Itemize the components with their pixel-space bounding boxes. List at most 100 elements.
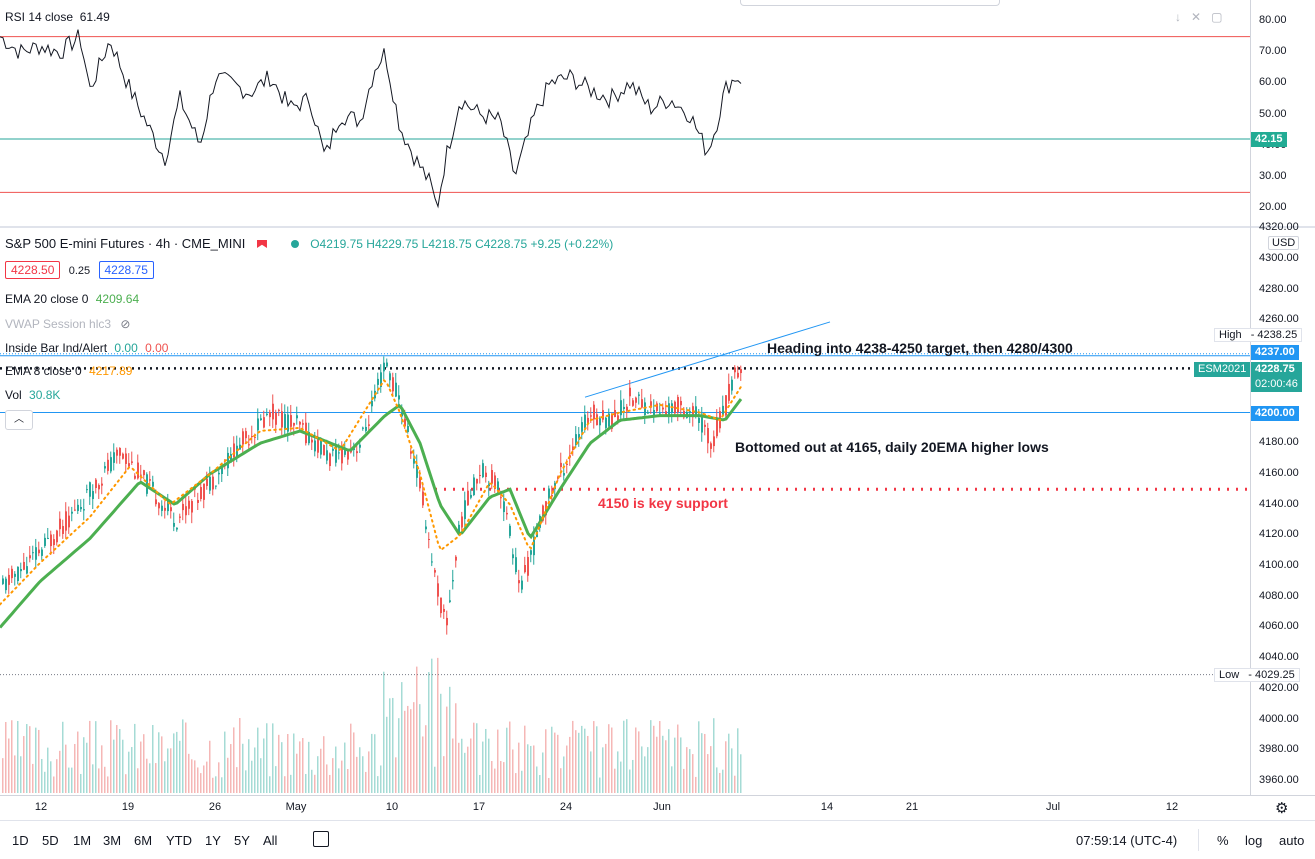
candle-body	[731, 379, 733, 391]
target-annotation[interactable]: Heading into 4238-4250 target, then 4280…	[767, 340, 1073, 356]
volume-bar	[416, 666, 418, 793]
support-annotation[interactable]: 4150 is key support	[598, 495, 728, 511]
range-button-all[interactable]: All	[263, 833, 278, 848]
date-range-calendar-icon[interactable]	[313, 831, 329, 847]
percent-toggle[interactable]: %	[1217, 833, 1229, 848]
volume-bar	[554, 732, 556, 793]
candle-body	[119, 448, 121, 456]
ema8-legend[interactable]: EMA 8 close 0 4217.89	[5, 364, 132, 378]
volume-bar	[74, 743, 76, 793]
volume-bar	[23, 736, 25, 793]
candle-body	[314, 440, 316, 452]
range-button-5d[interactable]: 5D	[42, 833, 59, 848]
volume-bar	[308, 741, 310, 793]
candle-body	[152, 481, 154, 487]
currency-label[interactable]: USD	[1268, 236, 1300, 250]
volume-bar	[341, 760, 343, 793]
rsi-pane[interactable]: RSI 14 close 61.49 ↓ ✕ ▢	[0, 0, 1250, 225]
ema20-legend[interactable]: EMA 20 close 0 4209.64	[5, 292, 139, 306]
price-axis-label: 4180.00	[1259, 436, 1299, 449]
candle-body	[272, 403, 274, 420]
range-button-3m[interactable]: 3M	[103, 833, 122, 848]
candle-body	[521, 580, 523, 590]
range-button-6m[interactable]: 6M	[134, 833, 153, 848]
volume-bar	[704, 733, 706, 793]
candle-body	[5, 578, 7, 591]
price-axis-label: 3960.00	[1259, 774, 1299, 786]
range-button-ytd[interactable]: YTD	[166, 833, 192, 848]
volume-bar	[446, 706, 448, 793]
insidebar-legend[interactable]: Inside Bar Ind/Alert 0.00 0.00	[5, 341, 168, 355]
candle-body	[248, 444, 250, 446]
pane-controls[interactable]: ↓ ✕ ▢	[1175, 10, 1222, 24]
volume-bar	[305, 773, 307, 793]
candle-body	[380, 372, 382, 387]
range-button-1m[interactable]: 1M	[73, 833, 92, 848]
rsi-current-tag: 42.15	[1251, 132, 1287, 147]
candle-body	[722, 405, 724, 415]
candle-body	[179, 516, 181, 518]
vwap-legend[interactable]: VWAP Session hlc3 ⊘	[5, 317, 130, 331]
price-axis-label: 4160.00	[1259, 466, 1299, 479]
rsi-legend[interactable]: RSI 14 close 61.49	[5, 10, 110, 24]
volume-bar	[41, 758, 43, 793]
hidden-eye-icon[interactable]: ⊘	[120, 317, 131, 331]
volume-bar	[56, 759, 58, 793]
maximize-icon[interactable]: ▢	[1211, 10, 1223, 24]
candle-body	[299, 421, 301, 425]
volume-bar	[152, 725, 154, 793]
range-button-1y[interactable]: 1Y	[205, 833, 221, 848]
volume-bar	[320, 748, 322, 793]
volume-bar	[440, 693, 442, 793]
candle-body	[530, 550, 532, 555]
volume-bar	[347, 768, 349, 793]
vol-legend[interactable]: Vol 30.8K	[5, 388, 60, 402]
volume-bar	[518, 742, 520, 793]
main-pane[interactable]: S&P 500 E-mini Futures · 4h · CME_MINI O…	[0, 228, 1250, 794]
volume-bar	[8, 738, 10, 793]
ohlc-close: C4228.75	[475, 237, 528, 251]
time-axis[interactable]: 12 19 26 May 10 17 24 Jun 14 21 Jul 12 ⚙	[0, 795, 1315, 820]
candle-body	[455, 556, 457, 561]
collapse-legend-button[interactable]: ︿	[5, 410, 33, 430]
sell-button[interactable]: 4228.50	[5, 261, 61, 279]
flag-icon[interactable]	[256, 240, 267, 248]
candle-body	[737, 372, 739, 378]
candle-body	[356, 451, 358, 454]
auto-toggle[interactable]: auto	[1279, 833, 1305, 848]
candle-body	[47, 537, 49, 539]
clock[interactable]: 07:59:14 (UTC-4)	[1076, 833, 1178, 848]
settings-gear-icon[interactable]: ⚙	[1275, 800, 1289, 817]
volume-bar	[62, 721, 64, 793]
volume-bar	[395, 757, 397, 793]
main-legend[interactable]: S&P 500 E-mini Futures · 4h · CME_MINI O…	[5, 236, 613, 251]
candle-body	[8, 574, 10, 585]
level-4200-tag: 4200.00	[1251, 406, 1299, 421]
candle-body	[191, 501, 193, 513]
range-button-1d[interactable]: 1D	[12, 833, 29, 848]
price-axis-label: 4040.00	[1259, 651, 1299, 664]
range-button-5y[interactable]: 5Y	[234, 833, 250, 848]
volume-bar	[116, 725, 118, 793]
candle-body	[74, 509, 76, 511]
bottom-annotation[interactable]: Bottomed out at 4165, daily 20EMA higher…	[735, 439, 1049, 455]
close-icon[interactable]: ✕	[1191, 10, 1202, 24]
log-toggle[interactable]: log	[1245, 833, 1263, 848]
volume-bar	[503, 762, 505, 793]
market-status-icon	[290, 240, 299, 248]
volume-bar	[383, 671, 385, 793]
candle-body	[599, 418, 601, 426]
candle-body	[443, 608, 445, 612]
bid-ask-row[interactable]: 4228.50 0.25 4228.75	[5, 261, 154, 279]
candle-body	[311, 439, 313, 443]
volume-bar	[674, 737, 676, 793]
buy-button[interactable]: 4228.75	[98, 261, 154, 279]
symbol-tag: ESM2021	[1194, 362, 1251, 377]
high-value: 4238.25	[1257, 329, 1298, 341]
pane-separator[interactable]	[0, 226, 1315, 228]
rsi-axis-label: 60.00	[1259, 76, 1287, 89]
candle-body	[410, 451, 412, 454]
volume-bar	[665, 740, 667, 793]
move-down-icon[interactable]: ↓	[1175, 10, 1181, 24]
